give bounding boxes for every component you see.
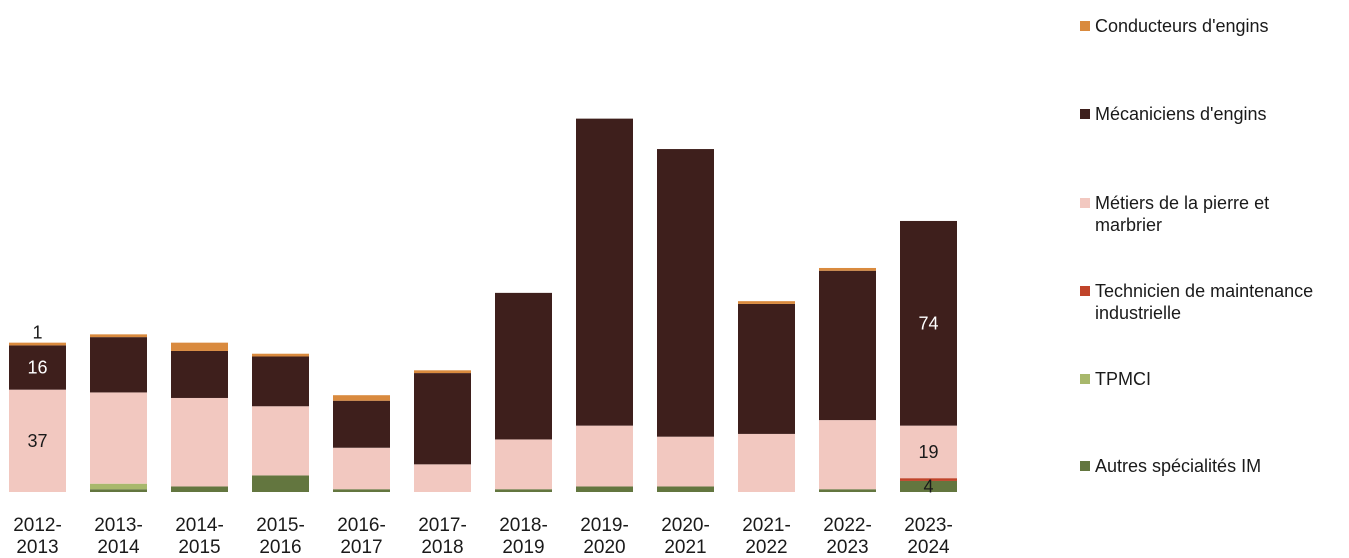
legend-swatch-pierre-marbrier — [1080, 198, 1090, 208]
x-tick-label: 2012-2013 — [13, 515, 62, 558]
x-tick-label: 2015-2016 — [256, 515, 305, 558]
bar-segment-conducteurs-d-engins-2012-2013 — [9, 342, 66, 346]
bar-segment-mecaniciens-d-engins-2023-2024 — [900, 220, 957, 426]
legend-item-technicien: Technicien de maintenance industrielle — [1080, 280, 1335, 324]
data-label-autres-specialites-im: 4 — [923, 476, 933, 496]
bar-segment-conducteurs-d-engins-2014-2015 — [171, 342, 228, 351]
bar-segment-metiers-de-la-pierre-et-marbrier-2019-2020 — [576, 425, 633, 487]
bar-segment-metiers-de-la-pierre-et-marbrier-2016-2017 — [333, 447, 390, 490]
bar-segment-autres-specialites-im-2022-2023 — [819, 489, 876, 492]
legend-swatch-tpmci — [1080, 374, 1090, 384]
bar-segment-metiers-de-la-pierre-et-marbrier-2012-2013 — [9, 389, 66, 492]
legend-swatch-mecaniciens — [1080, 109, 1090, 119]
bar-segment-conducteurs-d-engins-2022-2023 — [819, 267, 876, 271]
data-label-metiers-de-la-pierre-et-marbrier: 19 — [918, 442, 938, 462]
x-tick-label: 2014-2015 — [175, 515, 224, 558]
legend-label-technicien: Technicien de maintenance industrielle — [1095, 281, 1314, 323]
bar-segment-mecaniciens-d-engins-2018-2019 — [495, 292, 552, 440]
bar-segment-metiers-de-la-pierre-et-marbrier-2015-2016 — [252, 406, 309, 476]
x-tick-label: 2019-2020 — [580, 515, 629, 558]
bar-segment-autres-specialites-im-2016-2017 — [333, 489, 390, 492]
bar-segment-metiers-de-la-pierre-et-marbrier-2014-2015 — [171, 397, 228, 487]
bar-segment-metiers-de-la-pierre-et-marbrier-2023-2024 — [900, 425, 957, 479]
bar-segment-mecaniciens-d-engins-2021-2022 — [738, 303, 795, 434]
bar-segment-metiers-de-la-pierre-et-marbrier-2017-2018 — [414, 464, 471, 492]
legend-label-mecaniciens: Mécaniciens d'engins — [1095, 104, 1267, 124]
bar-segment-metiers-de-la-pierre-et-marbrier-2018-2019 — [495, 439, 552, 490]
bar-segment-conducteurs-d-engins-2021-2022 — [738, 301, 795, 304]
bar-segment-autres-specialites-im-2020-2021 — [657, 486, 714, 492]
bar-segment-autres-specialites-im-2013-2014 — [90, 489, 147, 492]
bar-segment-mecaniciens-d-engins-2019-2020 — [576, 118, 633, 426]
legend-label-autres: Autres spécialités IM — [1095, 456, 1262, 476]
legend-label-pierre-marbrier: Métiers de la pierre et marbrier — [1095, 193, 1270, 235]
bar-segment-autres-specialites-im-2015-2016 — [252, 475, 309, 492]
bar-segment-mecaniciens-d-engins-2016-2017 — [333, 400, 390, 448]
bar-segment-mecaniciens-d-engins-2017-2018 — [414, 373, 471, 465]
legend-swatch-conducteurs — [1080, 21, 1090, 31]
bar-segment-autres-specialites-im-2019-2020 — [576, 486, 633, 492]
bar-segment-mecaniciens-d-engins-2013-2014 — [90, 337, 147, 393]
bar-segment-conducteurs-d-engins-2013-2014 — [90, 334, 147, 338]
bar-segment-metiers-de-la-pierre-et-marbrier-2021-2022 — [738, 433, 795, 492]
bar-segment-metiers-de-la-pierre-et-marbrier-2020-2021 — [657, 436, 714, 487]
data-label-mecaniciens-d-engins: 74 — [918, 313, 938, 333]
bar-segment-mecaniciens-d-engins-2020-2021 — [657, 149, 714, 437]
bar-segment-conducteurs-d-engins-2015-2016 — [252, 353, 309, 357]
bar-segment-conducteurs-d-engins-2017-2018 — [414, 370, 471, 374]
data-label-metiers-de-la-pierre-et-marbrier: 37 — [27, 431, 47, 451]
x-axis-tick-labels: 2012-2013 2013-2014 2014-2015 2015-2016 2016… — [13, 515, 953, 558]
bar-segment-metiers-de-la-pierre-et-marbrier-2013-2014 — [90, 392, 147, 484]
bar-segment-mecaniciens-d-engins-2014-2015 — [171, 350, 228, 398]
legend-item-tpmci: TPMCI — [1080, 368, 1335, 390]
legend-item-pierre-marbrier: Métiers de la pierre et marbrier — [1080, 192, 1335, 236]
legend-label-conducteurs: Conducteurs d'engins — [1095, 16, 1269, 36]
x-tick-label: 2018-2019 — [499, 515, 548, 558]
data-label-conducteurs-d-engins: 1 — [32, 323, 42, 343]
x-tick-label: 2021-2022 — [742, 515, 791, 558]
bar-segment-autres-specialites-im-2014-2015 — [171, 486, 228, 492]
x-tick-label: 2023-2024 — [904, 515, 953, 558]
data-label-mecaniciens-d-engins: 16 — [27, 358, 47, 378]
bar-segment-metiers-de-la-pierre-et-marbrier-2022-2023 — [819, 420, 876, 490]
legend-item-mecaniciens: Mécaniciens d'engins — [1080, 103, 1335, 125]
legend-swatch-technicien — [1080, 286, 1090, 296]
x-tick-label: 2022-2023 — [823, 515, 872, 558]
bar-segment-conducteurs-d-engins-2016-2017 — [333, 395, 390, 401]
bar-segment-autres-specialites-im-2018-2019 — [495, 489, 552, 492]
bar-segment-mecaniciens-d-engins-2015-2016 — [252, 356, 309, 407]
x-tick-label: 2020-2021 — [661, 515, 710, 558]
legend-item-conducteurs: Conducteurs d'engins — [1080, 15, 1335, 37]
x-tick-label: 2017-2018 — [418, 515, 467, 558]
data-labels-layer: 1 16 37 74 19 4 — [27, 313, 938, 496]
bars-layer — [9, 118, 957, 492]
legend: Conducteurs d'engins Mécaniciens d'engin… — [1080, 0, 1349, 558]
legend-swatch-autres — [1080, 461, 1090, 471]
bar-segment-autres-specialites-im-2023-2024 — [900, 480, 957, 492]
x-tick-label: 2013-2014 — [94, 515, 143, 558]
bar-segment-technicien-de-maintenance-industrielle-2023-2024 — [900, 478, 957, 481]
bar-segment-tpmci-2013-2014 — [90, 483, 147, 490]
legend-label-tpmci: TPMCI — [1095, 369, 1151, 389]
x-tick-label: 2016-2017 — [337, 515, 386, 558]
legend-item-autres: Autres spécialités IM — [1080, 455, 1335, 477]
bar-segment-mecaniciens-d-engins-2022-2023 — [819, 270, 876, 421]
bar-segment-mecaniciens-d-engins-2012-2013 — [9, 345, 66, 390]
